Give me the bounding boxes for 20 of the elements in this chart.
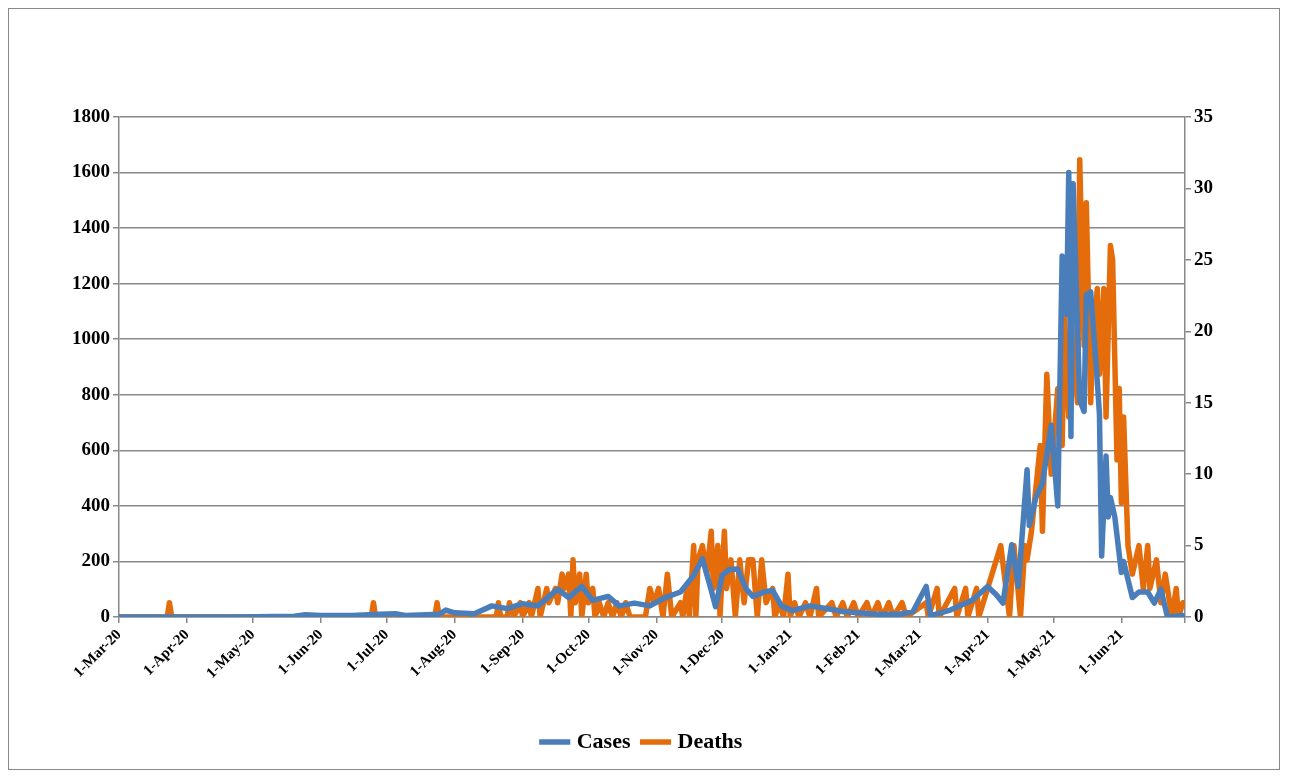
y2-tick-label: 0 (1194, 604, 1204, 626)
y-tick-label: 1400 (72, 216, 110, 238)
legend-label: Deaths (677, 727, 743, 753)
y-tick-label: 1800 (72, 104, 110, 126)
y-tick-label: 1000 (72, 327, 110, 349)
y2-tick-label: 15 (1194, 390, 1213, 412)
y2-tick-label: 30 (1194, 176, 1213, 198)
y2-tick-label: 5 (1194, 533, 1204, 555)
y-tick-label: 0 (100, 604, 110, 626)
y2-tick-label: 20 (1194, 319, 1213, 341)
y-tick-label: 200 (81, 549, 110, 571)
y-tick-label: 1600 (72, 160, 110, 182)
y2-tick-label: 35 (1194, 104, 1213, 126)
legend-label: Cases (576, 727, 631, 753)
y-tick-label: 400 (81, 493, 110, 515)
y-tick-label: 1200 (72, 271, 110, 293)
y-tick-label: 600 (81, 438, 110, 460)
y2-tick-label: 10 (1194, 462, 1213, 484)
y-tick-label: 800 (81, 382, 110, 404)
y2-tick-label: 25 (1194, 247, 1213, 269)
